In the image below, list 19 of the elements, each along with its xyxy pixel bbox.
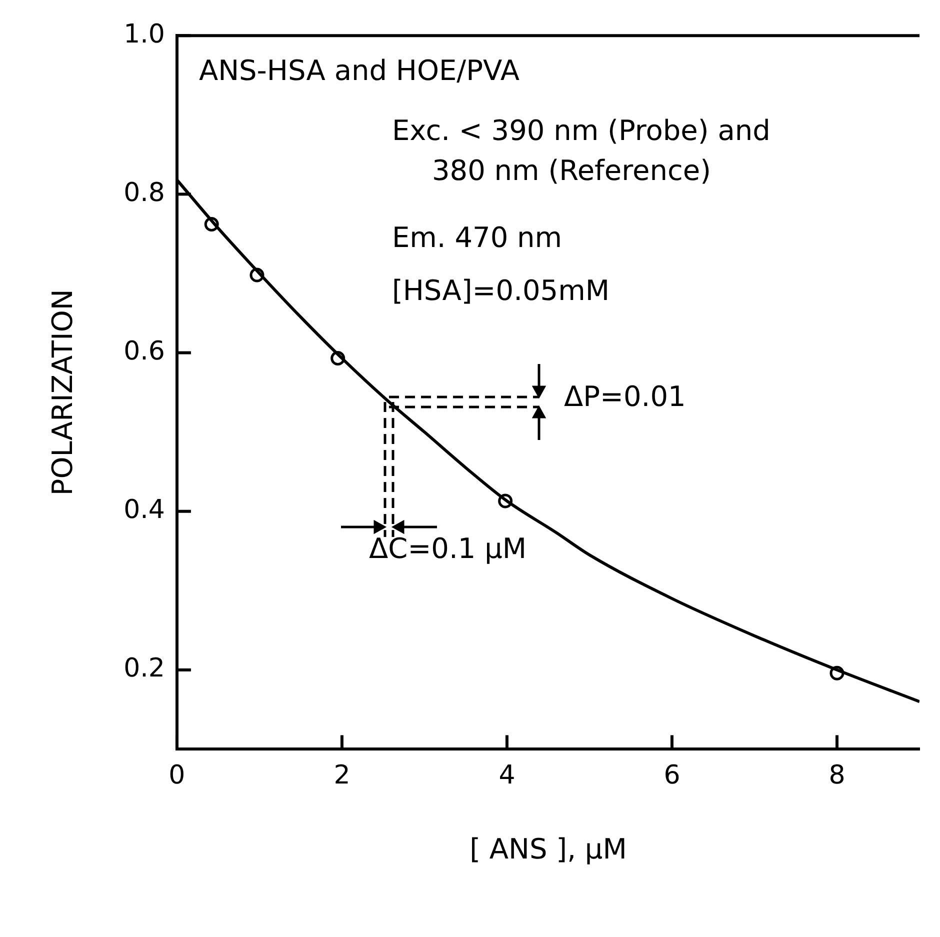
y-tick-label: 0.8 — [124, 178, 165, 208]
y-tick-label: 1.0 — [124, 19, 165, 50]
annotation: Em. 470 nm — [392, 220, 562, 254]
annotation: [HSA]=0.05mM — [392, 274, 610, 307]
annotation: Exc. < 390 nm (Probe) and — [392, 114, 770, 147]
annotation: ΔC=0.1 μM — [368, 532, 527, 565]
x-tick-label: 0 — [168, 760, 186, 791]
x-tick-label: 8 — [828, 760, 846, 791]
y-tick-label: 0.6 — [124, 336, 165, 367]
y-tick-label: 0.2 — [124, 654, 165, 684]
x-tick-label: 6 — [664, 760, 680, 791]
x-tick-label: 2 — [334, 760, 350, 791]
y-axis-title: POLARIZATION — [46, 289, 80, 496]
annotation: ΔP=0.01 — [564, 380, 686, 413]
y-tick-label: 0.4 — [124, 495, 165, 526]
annotation: ANS-HSA and HOE/PVA — [198, 54, 520, 87]
x-axis-title: [ ANS ], μM — [470, 832, 627, 866]
annotation: 380 nm (Reference) — [432, 154, 712, 187]
x-tick-label: 4 — [498, 760, 516, 791]
